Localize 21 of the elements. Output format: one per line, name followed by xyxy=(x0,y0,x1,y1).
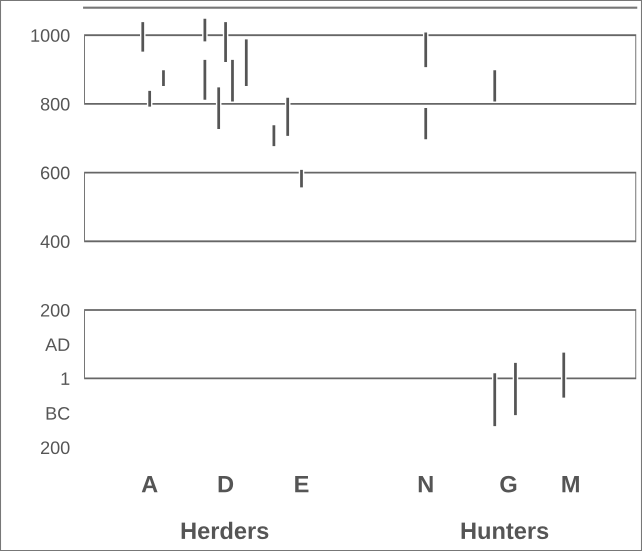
y-tick-label: 800 xyxy=(40,98,70,111)
bar xyxy=(160,68,166,88)
y-tick-label: 1000 xyxy=(31,29,70,42)
x-tick-label: M xyxy=(562,476,579,492)
bar xyxy=(271,124,277,148)
y-tick-label: 200 xyxy=(41,441,70,454)
text: Hunters xyxy=(462,522,548,540)
y-tick-label: 600 xyxy=(41,166,70,180)
y-tick-label: 1 xyxy=(62,372,70,385)
y-tick-label: 400 xyxy=(40,235,70,248)
text: Herders xyxy=(182,522,268,540)
y-tick-label: AD xyxy=(45,338,70,351)
x-tick-label: G xyxy=(500,476,516,493)
x-tick-label: E xyxy=(295,476,308,492)
x-tick-label: N xyxy=(418,476,433,492)
y-tick-label: 200 xyxy=(41,304,70,317)
bar xyxy=(244,38,250,88)
x-tick-label: D xyxy=(218,476,234,492)
bar xyxy=(202,58,208,102)
y-tick-label: BC xyxy=(46,406,70,420)
x-tick-label: A xyxy=(142,476,158,492)
